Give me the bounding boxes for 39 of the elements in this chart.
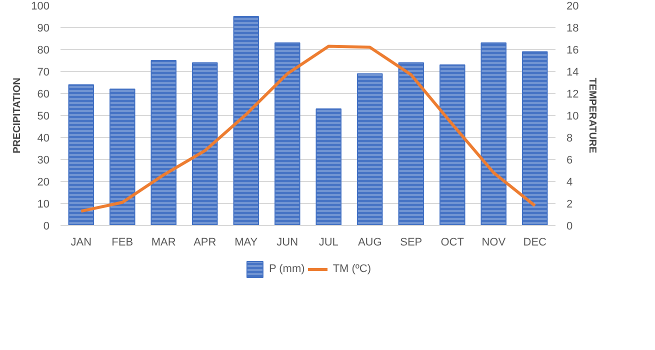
y-tick-label: 0 [43, 220, 50, 232]
y2-tick-label: 20 [566, 0, 579, 12]
x-tick-label: AUG [358, 236, 382, 248]
y2-tick-label: 16 [566, 44, 579, 56]
y2-tick-label: 8 [566, 132, 573, 144]
y-tick-label: 30 [37, 154, 50, 166]
x-tick-label: SEP [400, 236, 422, 248]
legend-label: P (mm) [268, 263, 305, 275]
y2-axis-title: TEMPERATURE [586, 78, 598, 154]
y-tick-label: 100 [31, 0, 50, 12]
y2-tick-label: 12 [566, 88, 579, 100]
y2-tick-label: 18 [566, 22, 579, 34]
x-tick-label: JUN [276, 236, 298, 248]
x-tick-label: OCT [440, 236, 464, 248]
x-tick-label: APR [194, 236, 216, 248]
x-tick-label: FEB [112, 236, 134, 248]
y-tick-label: 70 [37, 66, 50, 78]
y2-tick-label: 2 [566, 198, 573, 210]
x-tick-label: DEC [523, 236, 547, 248]
y-tick-label: 20 [37, 176, 50, 188]
y2-tick-label: 0 [566, 220, 573, 232]
y-tick-label: 10 [37, 198, 50, 210]
y-tick-label: 80 [37, 44, 50, 56]
y2-tick-label: 14 [566, 66, 579, 78]
y2-tick-label: 10 [566, 110, 579, 122]
x-tick-label: JUL [318, 236, 338, 248]
legend-label: TM (ºC) [332, 263, 372, 275]
y-tick-label: 40 [37, 132, 50, 144]
y2-tick-label: 4 [566, 176, 573, 188]
x-tick-label: MAY [234, 236, 258, 248]
line-series [80, 44, 536, 213]
y-tick-label: 90 [37, 22, 50, 34]
x-tick-label: JAN [70, 236, 92, 248]
y-axis-title: PRECIPITATION [12, 78, 24, 154]
y2-tick-label: 6 [566, 154, 573, 166]
x-tick-label: NOV [482, 236, 506, 248]
y-tick-label: 50 [37, 110, 50, 122]
x-tick-label: MAR [151, 236, 176, 248]
y-tick-label: 60 [37, 88, 50, 100]
